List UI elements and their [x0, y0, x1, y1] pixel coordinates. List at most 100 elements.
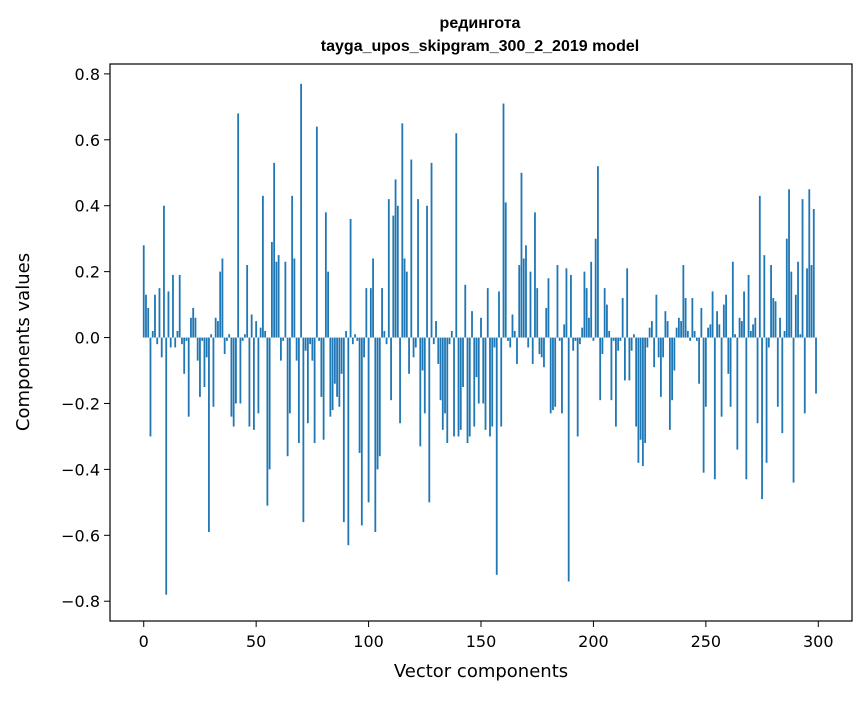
bar: [378, 337, 381, 457]
bar: [601, 337, 604, 355]
bar: [489, 337, 491, 437]
bar: [561, 337, 563, 414]
bar: [405, 271, 408, 338]
bar: [529, 271, 532, 338]
bar: [239, 337, 242, 404]
bar: [351, 337, 354, 345]
bar: [439, 337, 442, 401]
bar: [716, 311, 718, 338]
bar: [338, 337, 341, 407]
bar: [815, 337, 817, 394]
bar: [675, 327, 678, 338]
bar: [349, 218, 352, 338]
bar: [648, 327, 651, 338]
bar: [513, 330, 516, 338]
bar: [657, 337, 660, 358]
bar: [673, 337, 676, 371]
bar: [740, 321, 743, 338]
bar: [702, 337, 705, 473]
x-tick-label: 150: [466, 632, 497, 651]
bar: [262, 195, 264, 338]
bar: [552, 337, 554, 411]
bar: [466, 337, 469, 444]
x-axis-ticks: 0 50 100 150 200 250 300: [139, 621, 834, 651]
bar: [635, 337, 638, 427]
bar: [259, 327, 262, 338]
bar: [549, 337, 552, 414]
bar: [597, 166, 599, 338]
bar: [331, 337, 334, 411]
bar: [527, 337, 530, 348]
bar: [788, 189, 790, 338]
bars-group: [142, 83, 817, 595]
bar: [273, 162, 276, 338]
bar: [749, 330, 752, 338]
bar: [306, 337, 309, 424]
bar: [266, 337, 269, 506]
bar: [668, 337, 671, 430]
bar: [594, 238, 597, 338]
bar: [268, 337, 271, 470]
bar: [725, 294, 727, 338]
bar: [304, 337, 307, 351]
bar: [689, 337, 692, 341]
bar: [752, 324, 754, 338]
bar: [565, 268, 568, 338]
bar: [190, 317, 192, 338]
bar: [662, 337, 665, 358]
bar: [547, 278, 550, 338]
bar: [720, 337, 723, 417]
bar: [540, 337, 543, 358]
bar: [441, 337, 444, 430]
bar: [637, 337, 640, 463]
bar: [783, 330, 786, 338]
bar: [270, 241, 273, 338]
bar: [790, 271, 793, 338]
bar: [435, 321, 437, 338]
x-tick-label: 300: [803, 632, 834, 651]
bar: [248, 337, 251, 427]
bar: [543, 337, 545, 368]
bar: [426, 205, 428, 338]
bar: [383, 330, 386, 338]
bar: [468, 337, 471, 437]
bar: [592, 337, 595, 341]
bar: [493, 337, 496, 348]
bar: [615, 337, 617, 427]
bar: [781, 337, 784, 434]
bar: [534, 212, 536, 338]
bar: [345, 330, 347, 338]
bar: [695, 337, 698, 341]
bar: [185, 337, 188, 341]
bar: [574, 337, 577, 341]
bar: [785, 238, 788, 338]
bar: [624, 337, 626, 381]
bar: [444, 337, 446, 414]
bar: [419, 337, 422, 447]
bar: [729, 337, 732, 407]
bar: [765, 337, 768, 463]
bar: [511, 314, 514, 338]
bar: [156, 337, 159, 345]
bar: [794, 294, 797, 338]
bar: [320, 337, 323, 397]
bar: [297, 337, 300, 444]
bar: [255, 321, 258, 338]
bar: [437, 337, 440, 364]
bar: [509, 337, 512, 348]
bar: [219, 271, 222, 338]
bar: [313, 337, 316, 444]
bar: [172, 274, 174, 338]
bar: [554, 337, 557, 407]
bar: [491, 337, 494, 427]
bar: [183, 337, 186, 374]
bar: [471, 311, 473, 338]
bar: [801, 199, 804, 338]
bar: [585, 288, 588, 338]
bar: [354, 334, 356, 338]
bar: [754, 317, 757, 338]
bar: [680, 321, 683, 338]
bar: [291, 195, 294, 338]
bar: [217, 321, 219, 338]
